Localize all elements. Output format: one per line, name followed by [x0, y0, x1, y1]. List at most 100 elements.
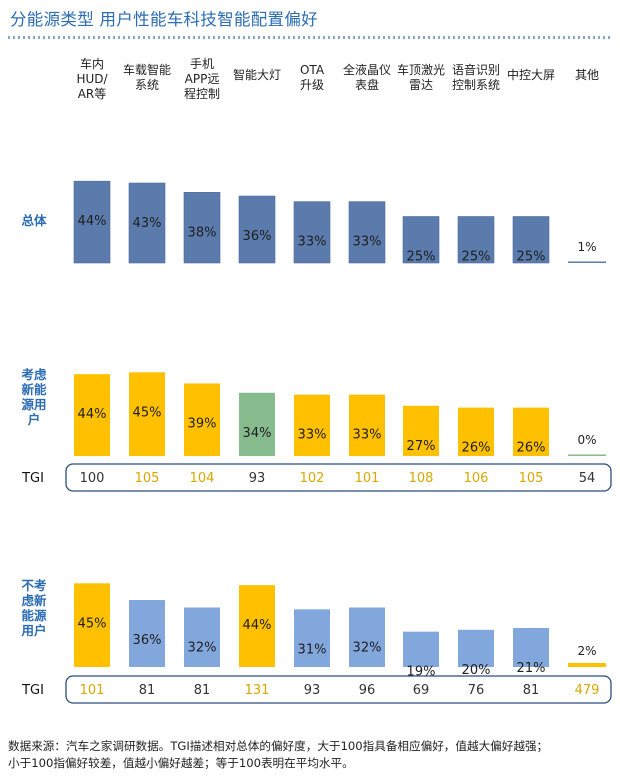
- data-label-s3-c5: 31%: [298, 642, 327, 657]
- series-name-3: 虑新: [21, 593, 47, 608]
- tgi-value-s3-c6: 96: [359, 683, 376, 698]
- data-label-s3-c6: 32%: [353, 640, 382, 655]
- data-label-s1-c7: 25%: [407, 250, 436, 265]
- tgi-value-s2-c3: 104: [190, 471, 215, 486]
- data-label-s1-c10: 1%: [577, 240, 596, 254]
- tgi-row-label-1: TGI: [21, 471, 44, 486]
- bar-s2-c4: [239, 392, 275, 456]
- category-label-10: 其他: [575, 68, 599, 82]
- tgi-value-s3-c7: 69: [413, 683, 430, 698]
- bar-s3-c5: [294, 609, 330, 667]
- category-label-6: 全液晶仪: [343, 62, 391, 77]
- category-label-3: 手机: [190, 57, 214, 71]
- category-label-1: 车内: [80, 56, 104, 71]
- tgi-value-s2-c2: 105: [135, 471, 160, 486]
- data-label-s3-c2: 36%: [133, 633, 162, 648]
- series-name-2: 考虑: [21, 367, 47, 382]
- bar-s1-c9: [512, 216, 550, 264]
- category-label-5: OTA: [300, 63, 325, 77]
- series-name-2: 户: [28, 412, 41, 427]
- category-label-8: 语音识别: [452, 62, 500, 77]
- category-label-3: APP远: [185, 72, 220, 86]
- category-label-2: 车载智能: [123, 62, 171, 77]
- category-label-7: 雷达: [409, 78, 433, 92]
- data-label-s3-c10: 2%: [577, 644, 596, 658]
- tgi-value-s3-c8: 76: [468, 683, 485, 698]
- bar-s3-c1: [74, 583, 110, 667]
- bar-s1-c2: [128, 182, 166, 264]
- tgi-value-s2-c10: 54: [579, 471, 596, 486]
- data-label-s3-c7: 19%: [407, 665, 436, 680]
- bar-s2-c9: [513, 407, 549, 456]
- category-label-9: 中控大屏: [507, 67, 555, 82]
- bar-s1-c7: [402, 216, 440, 264]
- bar-s2-c7: [403, 405, 439, 456]
- data-label-s2-c7: 27%: [407, 439, 436, 454]
- category-label-6: 表盘: [355, 77, 379, 92]
- tgi-value-s2-c6: 101: [355, 471, 380, 486]
- data-label-s2-c2: 45%: [133, 405, 162, 420]
- tgi-value-s3-c1: 101: [80, 683, 105, 698]
- bar-s1-c10: [568, 261, 606, 263]
- data-label-s1-c6: 33%: [353, 235, 382, 250]
- bar-s2-c3: [184, 383, 220, 456]
- tgi-value-s2-c9: 105: [519, 471, 544, 486]
- category-label-5: 升级: [300, 78, 324, 92]
- bar-s3-c8: [458, 629, 494, 667]
- data-label-s2-c9: 26%: [517, 441, 546, 456]
- category-label-8: 控制系统: [452, 78, 500, 92]
- data-label-s3-c8: 20%: [462, 663, 491, 678]
- data-label-s3-c4: 44%: [243, 618, 272, 633]
- category-label-1: HUD/: [76, 72, 108, 86]
- tgi-value-s3-c5: 93: [304, 683, 321, 698]
- page-title: 分能源类型 用户性能车科技智能配置偏好: [10, 10, 318, 29]
- category-label-7: 车顶激光: [397, 62, 445, 77]
- bar-s3-c6: [349, 607, 385, 667]
- bar-s1-c3: [183, 192, 221, 264]
- category-label-2: 系统: [135, 78, 159, 92]
- tgi-row-box-1: [65, 463, 612, 492]
- tgi-value-s2-c7: 108: [409, 471, 434, 486]
- tgi-value-s2-c1: 100: [80, 471, 105, 486]
- data-label-s3-c3: 32%: [188, 640, 217, 655]
- data-label-s1-c3: 38%: [188, 225, 217, 240]
- bar-s2-c8: [458, 407, 494, 456]
- tgi-value-s3-c2: 81: [139, 683, 156, 698]
- tgi-value-s3-c3: 81: [194, 683, 211, 698]
- footnote-line-2: 小于100指偏好较差，值越小偏好越差；等于100表明在平均水平。: [8, 756, 354, 770]
- bar-s1-c8: [457, 216, 495, 264]
- data-label-s1-c9: 25%: [517, 250, 546, 265]
- bar-s3-c2: [129, 600, 165, 667]
- bar-s3-c4: [239, 585, 275, 667]
- bar-s1-c6: [348, 201, 386, 264]
- data-label-s2-c5: 33%: [298, 428, 327, 443]
- tgi-value-s2-c4: 93: [249, 471, 266, 486]
- data-label-s1-c1: 44%: [78, 214, 107, 229]
- series-name-1: 总体: [21, 213, 47, 228]
- bar-s1-c4: [238, 195, 276, 264]
- tgi-value-s3-c9: 81: [523, 683, 540, 698]
- bar-s2-c1: [74, 374, 110, 456]
- data-label-s1-c8: 25%: [462, 250, 491, 265]
- data-label-s2-c8: 26%: [462, 441, 491, 456]
- bar-s2-c5: [294, 394, 330, 456]
- category-label-4: 智能大灯: [233, 67, 281, 82]
- data-label-s1-c2: 43%: [133, 216, 162, 231]
- bar-s2-c10: [568, 454, 606, 456]
- tgi-row-box-2: [65, 675, 612, 704]
- bar-s3-c10: [568, 663, 606, 667]
- series-name-2: 新能: [21, 382, 47, 397]
- data-label-s2-c4: 34%: [243, 426, 272, 441]
- tgi-value-s3-c10: 479: [575, 683, 600, 698]
- data-label-s1-c5: 33%: [298, 235, 327, 250]
- bar-s3-c9: [513, 627, 549, 667]
- series-name-2: 源用: [21, 397, 46, 412]
- tgi-value-s3-c4: 131: [245, 683, 270, 698]
- category-label-1: AR等: [78, 87, 107, 101]
- bar-s3-c7: [403, 631, 439, 667]
- bar-s2-c6: [349, 394, 385, 456]
- data-label-s2-c3: 39%: [188, 416, 217, 431]
- tgi-row-label-2: TGI: [21, 683, 44, 698]
- tgi-value-s2-c8: 106: [464, 471, 489, 486]
